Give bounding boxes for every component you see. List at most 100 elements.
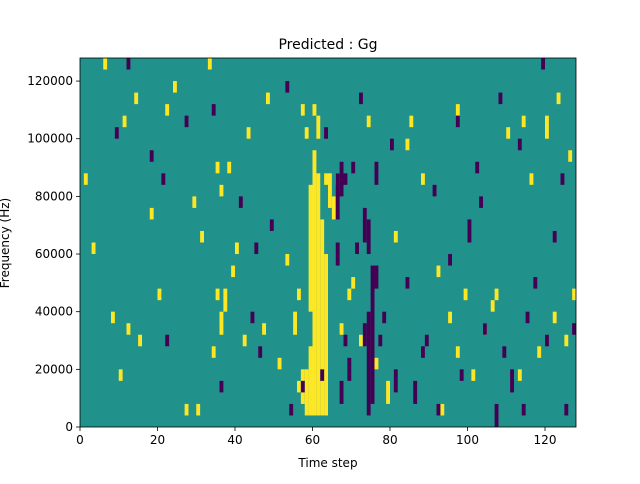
heatmap-cell-low [405,277,410,289]
x-tick-label: 80 [382,433,397,447]
heatmap-cell-high [339,323,344,335]
y-tick-label: 80000 [35,189,73,203]
heatmap-cell-high [436,265,441,278]
heatmap-cell-high [157,288,162,301]
plot-frame [79,57,577,428]
heatmap-cell-low [564,403,569,416]
x-axis-label: Time step [297,456,357,470]
heatmap-cell-low [374,161,379,185]
heatmap-cell-high [173,81,177,93]
heatmap-cell-low [339,380,344,404]
x-tick-label: 0 [76,433,84,447]
heatmap-cell-low [362,323,367,347]
heatmap-cell-low [285,81,290,93]
heatmap-cell-high [374,357,379,370]
heatmap-cell-low [343,173,348,185]
heatmap-cell-low [533,277,538,289]
heatmap-cell-low [393,369,398,393]
heatmap-cell-low [184,115,189,128]
heatmap-cell-high [471,369,476,381]
heatmap-cell-high [235,242,239,255]
heatmap-cell-low [413,380,418,404]
y-tick-label: 40000 [35,305,73,319]
heatmap-cell-high [111,311,115,324]
heatmap-cell-high [537,346,542,358]
heatmap-cell-high [347,288,352,301]
heatmap-cell-high [316,173,321,416]
heatmap-cell-high [448,311,452,324]
heatmap-cell-low [390,138,394,151]
heatmap-cell-low [479,196,483,208]
heatmap-cell-low [541,58,545,70]
heatmap-cell-low [165,334,170,347]
y-tick-label: 0 [65,420,73,434]
heatmap-cell-low [494,403,499,427]
y-tick-label: 20000 [35,362,73,376]
heatmap-cell-low [339,161,344,197]
heatmap-cell-high [455,346,460,358]
heatmap-cell-low [483,323,487,335]
heatmap-cell-low [382,311,387,324]
heatmap-cell-high [149,207,154,220]
y-axis: 0 20000 40000 60000 80000 100000 120000 [27,74,80,434]
heatmap-cell-high [293,311,297,335]
heatmap-cell-high [219,311,224,335]
heatmap-cell-high [200,230,204,243]
y-tick-label: 100000 [27,132,73,146]
heatmap-cell-low [161,173,166,185]
heatmap-cell-low [424,334,429,347]
heatmap-cell-high [568,150,573,162]
heatmap-cell-low [362,207,367,243]
heatmap-cell-high [545,115,549,139]
heatmap-cell-low [455,115,460,128]
heatmap-cell-high [564,334,569,347]
heatmap-cell-low [149,150,154,162]
heatmap-cell-low [351,161,356,174]
heatmap-cell-high [409,115,414,128]
heatmap-cell-low [498,92,503,105]
heatmap-cell-high [219,184,224,197]
heatmap-cell-high [138,334,142,347]
heatmap-cell-low [289,403,294,416]
y-tick-label: 120000 [27,74,73,88]
heatmap-cell-low [335,173,340,220]
heatmap-cell-low [324,127,328,139]
x-tick-label: 40 [227,433,242,447]
heatmap-cell-high [359,334,363,347]
heatmap-cell-low [258,346,263,358]
heatmap-cell-low [320,369,325,381]
heatmap-cell-high [521,115,526,128]
heatmap-cell-low [475,161,480,174]
heatmap-cell-high [328,173,332,208]
heatmap-cell-high [165,104,170,116]
heatmap-cell-high [134,92,139,105]
heatmap-cell-low [359,92,363,105]
heatmap-cell-low [467,219,472,243]
heatmap-cell-low [459,369,464,381]
heatmap-cell-low [126,58,131,70]
heatmap-cell-high [297,380,301,393]
heatmap-cell-high [351,277,356,289]
heatmap-cell-low [421,346,425,358]
heatmap-cell-high [215,288,220,301]
heatmap-cell-low [517,138,522,151]
heatmap-cell-high [324,173,328,185]
heatmap-cell-high [552,311,557,324]
heatmap-cell-high [83,173,88,185]
heatmap-cell-low [370,265,375,404]
heatmap-cell-low [448,254,452,266]
heatmap-cell-low [510,369,514,393]
heatmap-cell-high [227,161,232,174]
heatmap-cell-high [277,357,282,370]
heatmap-cell-high [118,369,123,381]
heatmap-cell-high [405,138,410,151]
heatmap-cell-high [506,127,511,139]
heatmap-cell-low [347,357,352,381]
heatmap-cell-low [521,403,526,416]
heatmap-cell-high [572,288,576,301]
heatmap-cell-high [246,127,251,139]
heatmap-cell-low [366,219,371,255]
heatmap-cell-high [312,150,317,416]
x-tick-label: 100 [456,433,479,447]
